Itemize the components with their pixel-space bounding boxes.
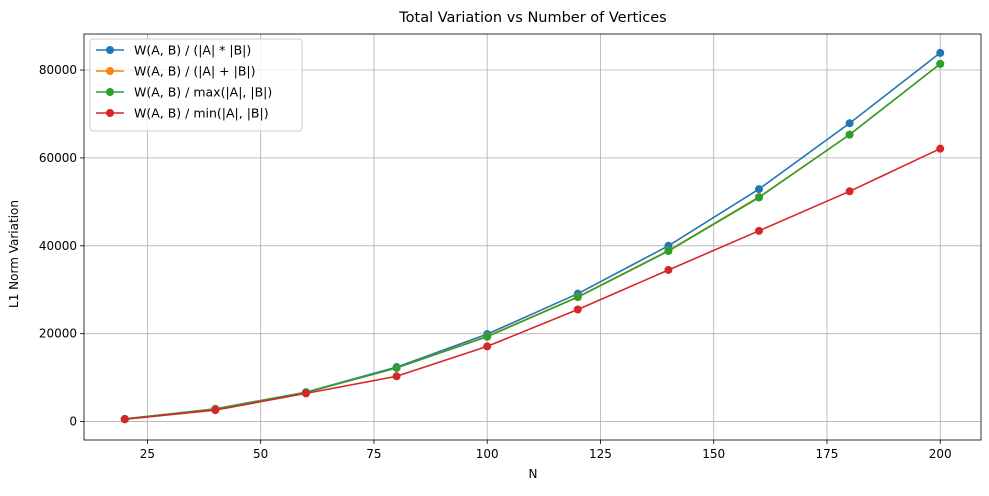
- data-point: [573, 305, 582, 314]
- series-line: [124, 63, 941, 420]
- x-tick-label: 150: [702, 447, 725, 461]
- data-point: [845, 130, 854, 139]
- data-point: [664, 247, 673, 256]
- data-point: [483, 342, 492, 351]
- series-4: [120, 144, 945, 424]
- y-axis-label: L1 Norm Variation: [7, 200, 21, 308]
- y-tick-label: 0: [69, 415, 77, 429]
- data-point: [936, 144, 945, 153]
- axis-ticks: 25 50 75 100 125 150 175 200 0 20000 40000 60000 800…: [39, 63, 952, 461]
- legend-item: W(A, B) / min(|A|, |B|): [96, 106, 269, 121]
- legend-label: W(A, B) / (|A| * |B|): [134, 43, 251, 58]
- data-point: [573, 293, 582, 302]
- y-tick-label: 20000: [39, 327, 77, 341]
- data-point: [845, 119, 854, 128]
- x-tick-label: 200: [929, 447, 952, 461]
- data-point: [936, 59, 945, 68]
- series-line: [124, 147, 941, 421]
- data-point: [120, 415, 129, 424]
- y-tick-label: 60000: [39, 151, 77, 165]
- data-point: [483, 332, 492, 341]
- plot-area-frame: [83, 33, 982, 441]
- x-tick-label: 125: [589, 447, 612, 461]
- data-point: [392, 372, 401, 381]
- chart-title: Total Variation vs Number of Vertices: [398, 10, 666, 26]
- y-tick-label: 80000: [39, 63, 77, 77]
- legend-frame: [89, 38, 303, 132]
- y-tick-label: 40000: [39, 239, 77, 253]
- grid-lines: [84, 34, 981, 440]
- legend-marker: [106, 88, 114, 96]
- legend-item: W(A, B) / max(|A|, |B|): [96, 85, 272, 100]
- data-point: [664, 265, 673, 274]
- x-tick-label: 25: [140, 447, 155, 461]
- data-point: [755, 185, 764, 194]
- x-tick-label: 75: [366, 447, 381, 461]
- data-point: [755, 193, 764, 202]
- data-point: [755, 226, 764, 235]
- data-point: [211, 406, 220, 415]
- legend-item: W(A, B) / (|A| + |B|): [96, 64, 256, 79]
- legend-marker: [106, 109, 114, 117]
- x-tick-label: 100: [476, 447, 499, 461]
- legend-item: W(A, B) / (|A| * |B|): [96, 43, 251, 58]
- legend-marker: [106, 46, 114, 54]
- x-tick-label: 175: [816, 447, 839, 461]
- legend-label: W(A, B) / (|A| + |B|): [134, 64, 256, 79]
- legend-label: W(A, B) / min(|A|, |B|): [134, 106, 269, 121]
- legend-label: W(A, B) / max(|A|, |B|): [134, 85, 272, 100]
- data-point: [845, 187, 854, 196]
- legend-marker: [106, 67, 114, 75]
- legend: W(A, B) / (|A| * |B|) W(A, B) / (|A| + |B…: [89, 38, 303, 132]
- data-point: [936, 48, 945, 57]
- x-tick-label: 50: [253, 447, 268, 461]
- data-point: [301, 389, 310, 398]
- x-axis-label: N: [529, 467, 538, 481]
- series-group: [120, 48, 945, 424]
- data-point: [392, 363, 401, 372]
